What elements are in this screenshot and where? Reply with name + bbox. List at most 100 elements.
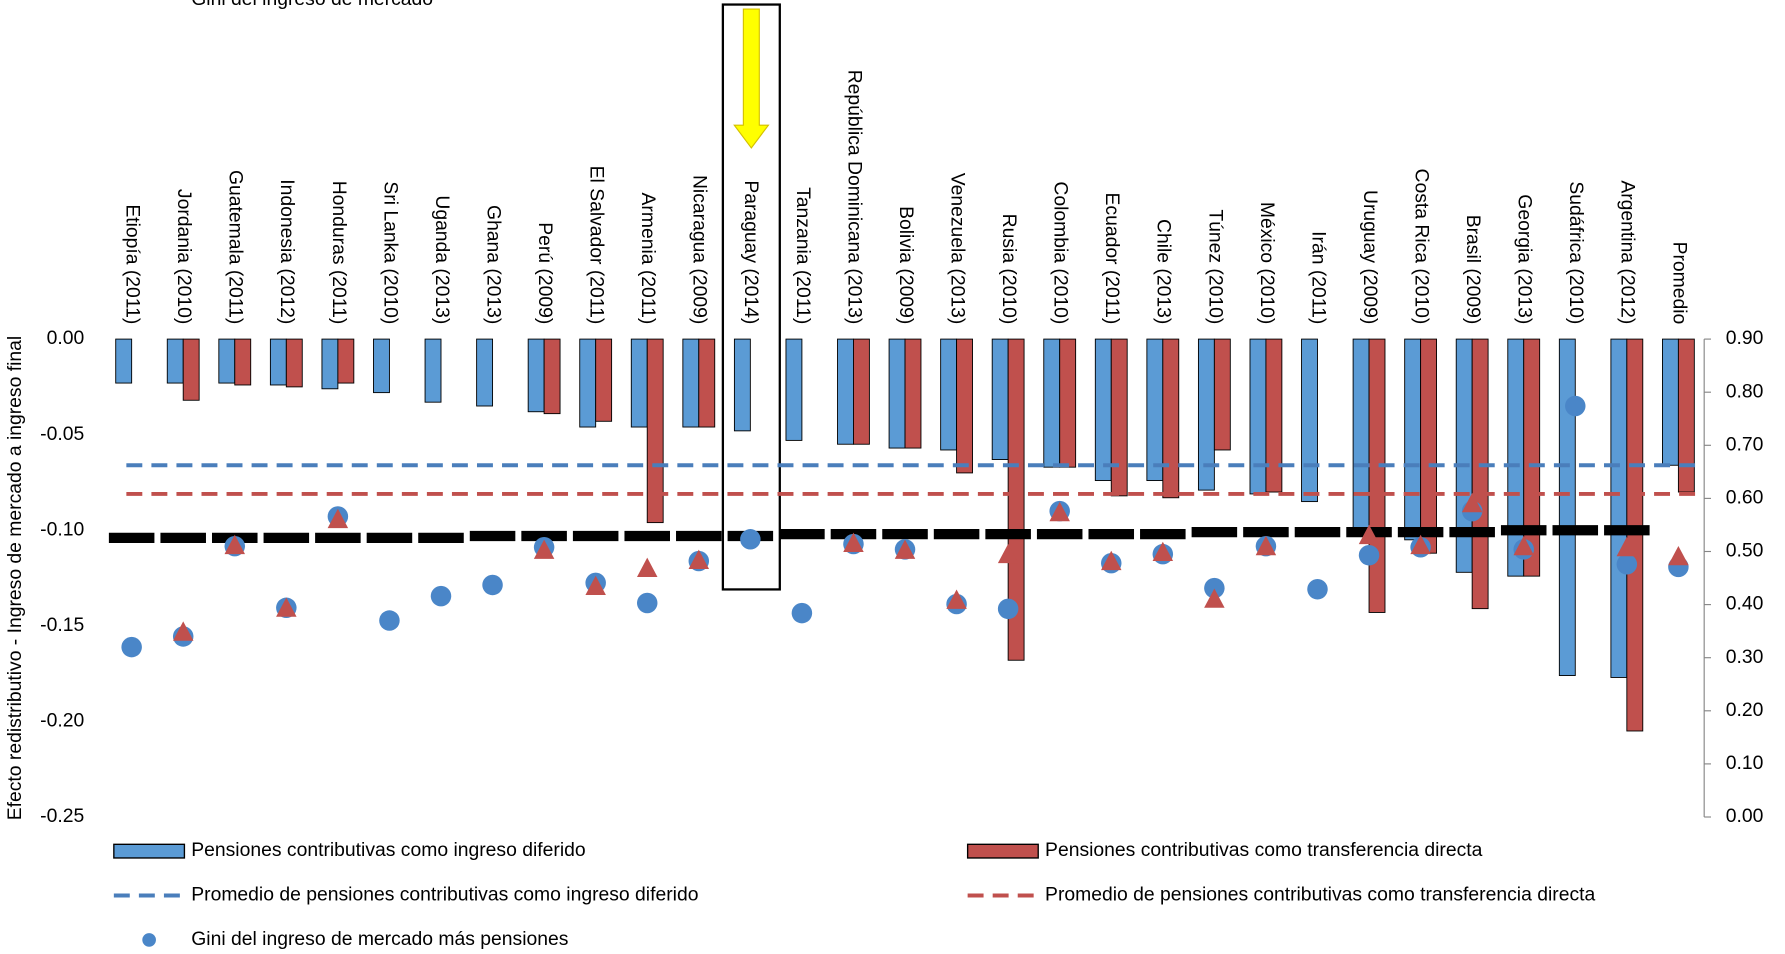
triangle-marker — [1152, 541, 1174, 562]
circle-marker — [1565, 395, 1586, 417]
bar — [888, 338, 906, 449]
category-label: Chile (2013) — [1153, 219, 1175, 324]
bar — [543, 338, 561, 415]
bar — [115, 338, 133, 384]
bar — [1352, 338, 1370, 529]
category-label: Argentina (2012) — [1617, 180, 1639, 324]
bar — [1043, 338, 1061, 468]
y-tick-label: 0.00 — [47, 327, 85, 349]
bar — [646, 338, 664, 524]
bar — [682, 338, 700, 428]
bar — [1146, 338, 1164, 482]
triangle-marker — [1101, 550, 1122, 571]
bar — [991, 338, 1009, 460]
circle-marker — [482, 574, 503, 596]
category-label: Etiopía (2011) — [122, 204, 144, 324]
circle-marker — [1616, 554, 1638, 575]
circle-marker — [1204, 577, 1225, 599]
triangle-marker — [636, 557, 658, 577]
bar — [904, 338, 922, 449]
y2-tick-label: 0.40 — [1726, 593, 1764, 615]
circle-marker — [1307, 578, 1328, 600]
category-label: Ghana (2013) — [482, 205, 504, 324]
bar — [1197, 338, 1215, 491]
y-axis-title: Efecto redistributivo - Ingreso de merca… — [4, 336, 26, 820]
bar — [269, 338, 287, 386]
category-label: Bolivia (2009) — [895, 206, 917, 324]
bar — [1059, 338, 1077, 468]
category-label: Promedio — [1668, 242, 1690, 325]
triangle-marker — [1513, 535, 1534, 556]
y2-tick-label: 0.20 — [1726, 699, 1764, 721]
bar — [1265, 338, 1283, 493]
category-label: Jordania (2010) — [173, 189, 195, 324]
y-tick-label: -0.05 — [40, 423, 84, 445]
bar — [1420, 338, 1437, 554]
bar — [1162, 338, 1180, 499]
circle-marker — [1358, 544, 1380, 566]
triangle-marker — [1204, 588, 1225, 608]
bar — [785, 338, 803, 441]
bar — [476, 338, 494, 407]
bar — [956, 338, 973, 474]
legend-label: Gini del ingreso de mercado más pensione… — [191, 928, 568, 949]
category-label: México (2010) — [1256, 202, 1278, 324]
triangle-marker — [1255, 535, 1277, 556]
triangle-marker — [843, 532, 864, 553]
circle-marker — [636, 592, 658, 614]
legend-label: Gini del ingreso de mercado — [191, 0, 433, 10]
triangle-marker — [1410, 534, 1431, 555]
highlight-box — [721, 3, 781, 591]
bar — [579, 338, 597, 428]
category-label: Georgia (2013) — [1514, 194, 1536, 324]
legend-swatch — [113, 843, 186, 859]
category-label: El Salvador (2011) — [586, 166, 608, 325]
circle-marker — [740, 529, 761, 550]
triangle-marker — [327, 508, 349, 529]
bar — [837, 338, 854, 445]
y-tick-label: -0.15 — [40, 614, 84, 636]
category-label: República Dominicana (2013) — [843, 70, 865, 325]
triangle-marker — [172, 621, 194, 641]
bar — [182, 338, 200, 401]
bar — [527, 338, 545, 413]
category-label: Colombia (2010) — [1050, 181, 1072, 324]
category-label: Sudáfrica (2010) — [1565, 181, 1587, 324]
bar — [1523, 338, 1541, 577]
bar — [1662, 338, 1679, 466]
bar — [1471, 338, 1489, 610]
category-label: Irán (2011) — [1307, 231, 1329, 324]
category-label: Tanzania (2011) — [792, 187, 814, 324]
bar — [424, 338, 442, 403]
y2-tick-label: 0.90 — [1726, 327, 1764, 349]
category-label: Guatemala (2011) — [225, 170, 247, 324]
triangle-marker — [688, 549, 710, 570]
bar — [1094, 338, 1112, 482]
y-tick-label: -0.25 — [40, 805, 84, 827]
legend-label: Promedio de pensiones contributivas como… — [191, 884, 698, 906]
y2-tick-label: 0.10 — [1726, 752, 1764, 774]
category-label: Sri Lanka (2010) — [379, 181, 401, 324]
bar — [166, 338, 184, 384]
bar — [1007, 338, 1025, 661]
category-label: Nicaragua (2009) — [689, 175, 711, 324]
triangle-marker — [533, 539, 555, 559]
triangle-marker — [1461, 492, 1483, 513]
category-label: Brasil (2009) — [1462, 215, 1484, 325]
category-label: Armenia (2011) — [637, 193, 659, 325]
circle-marker — [997, 598, 1019, 620]
triangle-marker — [585, 575, 606, 596]
category-label: Perú (2009) — [534, 222, 556, 324]
legend-label: Pensiones contributivas como transferenc… — [1045, 839, 1483, 861]
bar — [940, 338, 958, 451]
y2-tick-label: 0.00 — [1726, 805, 1764, 827]
bar — [1455, 338, 1473, 573]
bar — [234, 338, 252, 386]
category-label: Costa Rica (2010) — [1410, 169, 1432, 325]
bar — [1110, 338, 1128, 497]
bar — [1404, 338, 1422, 541]
triangle-marker — [894, 539, 916, 559]
bar — [1213, 338, 1231, 451]
y2-tick-label: 0.70 — [1726, 433, 1764, 455]
